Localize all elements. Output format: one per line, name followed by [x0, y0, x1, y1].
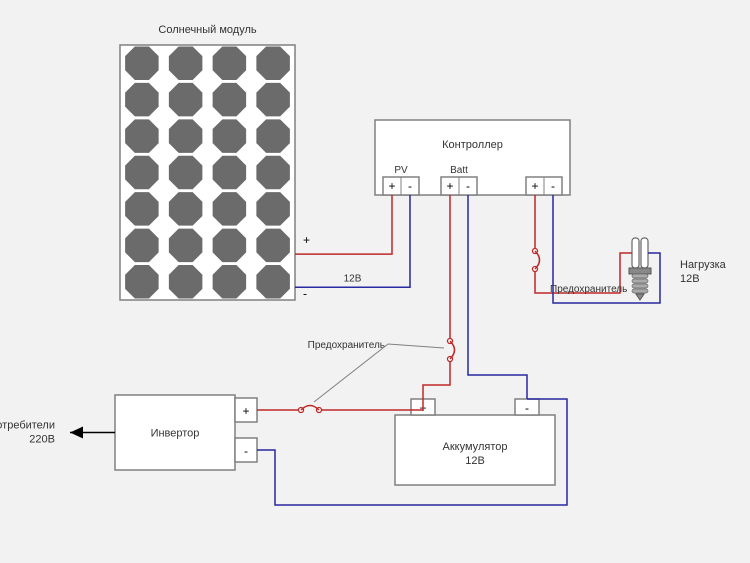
- solar-cell: [169, 229, 203, 263]
- solar-12v: 12В: [344, 273, 362, 284]
- consumers-sub: 220В: [29, 434, 55, 446]
- solar-cell: [256, 229, 290, 263]
- pv-plus: +: [388, 179, 395, 193]
- wire-batt-pos-b: [423, 362, 450, 399]
- solar-cell: [169, 119, 203, 153]
- wire-inv-pos-a: [322, 399, 423, 410]
- fuse-batt-label: Предохранитель: [308, 340, 385, 351]
- solar-cell: [256, 265, 290, 299]
- load-sub: 12В: [680, 273, 700, 285]
- inverter-minus: -: [244, 444, 248, 458]
- solar-cell: [169, 265, 203, 299]
- wire-batt-neg: [468, 195, 527, 399]
- solar-cell: [125, 119, 159, 153]
- inverter-label: Инвертор: [151, 428, 200, 440]
- solar-cell: [169, 83, 203, 117]
- batt-label: Batt: [450, 165, 468, 176]
- load-minus: -: [551, 179, 555, 193]
- solar-cell: [256, 83, 290, 117]
- solar-cell: [213, 265, 247, 299]
- solar-cell: [125, 192, 159, 226]
- solar-cell: [213, 46, 247, 80]
- controller-label: Контроллер: [442, 139, 503, 151]
- load-label: Нагрузка: [680, 259, 727, 271]
- inverter-plus: +: [242, 404, 249, 418]
- solar-minus: -: [303, 286, 307, 300]
- solar-cell: [256, 156, 290, 190]
- battery-sub: 12В: [465, 455, 485, 467]
- batt-minus: -: [466, 179, 470, 193]
- solar-cell: [125, 265, 159, 299]
- solar-cell: [169, 156, 203, 190]
- solar-cell: [125, 83, 159, 117]
- consumers-label: Потребители: [0, 420, 55, 432]
- arrow-left-icon: [70, 427, 83, 439]
- solar-cell: [213, 119, 247, 153]
- solar-cell: [256, 46, 290, 80]
- solar-cell: [125, 229, 159, 263]
- solar-cell: [256, 119, 290, 153]
- diagram-root: Солнечный модуль+-Контроллер+-PV+-Batt+-…: [0, 0, 750, 563]
- solar-cell: [125, 156, 159, 190]
- pv-label: PV: [394, 165, 408, 176]
- solar-cell: [213, 229, 247, 263]
- solar-cell: [169, 192, 203, 226]
- solar-cell: [213, 156, 247, 190]
- solar-label: Солнечный модуль: [158, 24, 257, 36]
- solar-cell: [213, 83, 247, 117]
- load-plus: +: [531, 179, 538, 193]
- solar-cell: [256, 192, 290, 226]
- battery-minus: -: [525, 401, 529, 415]
- fuse-load-label: Предохранитель: [550, 284, 627, 295]
- pv-minus: -: [408, 179, 412, 193]
- lamp-icon: [629, 238, 651, 300]
- battery-label: Аккумулятор: [443, 441, 508, 453]
- solar-cell: [125, 46, 159, 80]
- solar-plus: +: [303, 233, 310, 247]
- batt-plus: +: [446, 179, 453, 193]
- solar-cell: [213, 192, 247, 226]
- solar-cell: [169, 46, 203, 80]
